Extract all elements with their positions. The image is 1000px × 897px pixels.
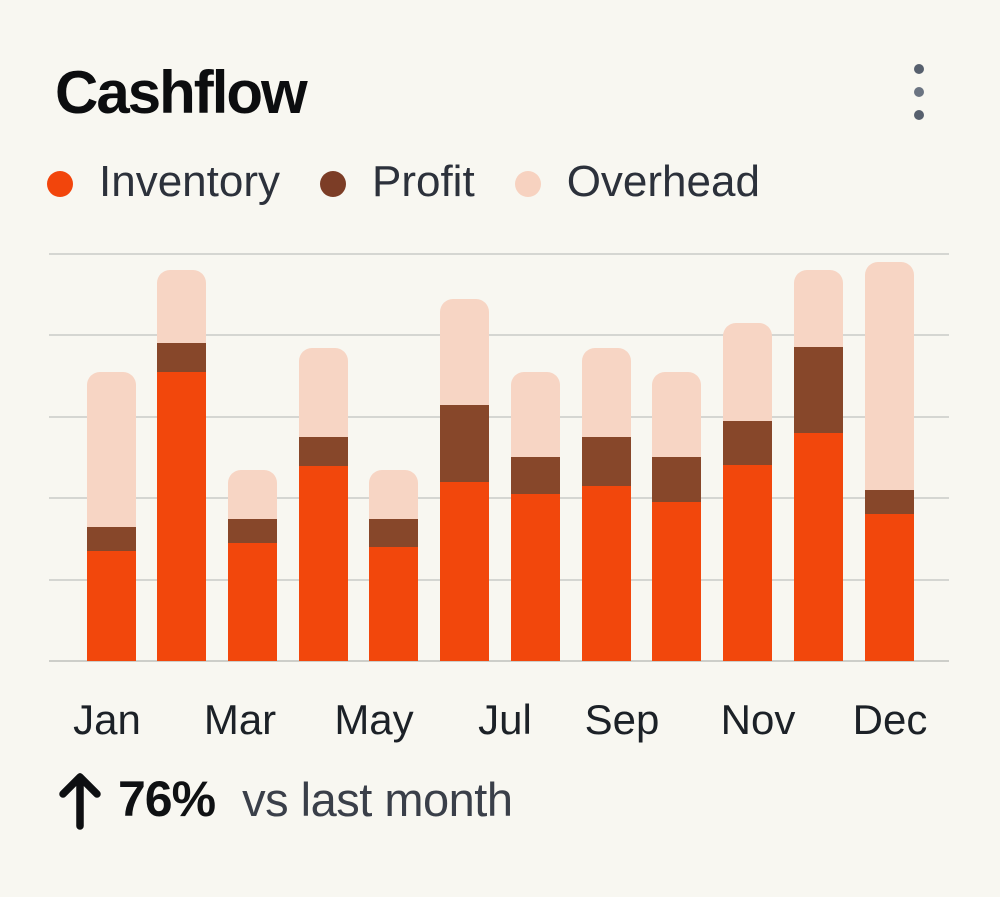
bar-jan-profit-segment[interactable] [86,526,136,552]
bar-jun-overhead-segment[interactable] [440,299,490,405]
gridline [49,253,949,255]
bar-dec-profit-segment[interactable] [864,489,914,515]
kebab-dot-icon [914,64,924,74]
bar-oct-profit-segment[interactable] [723,420,773,466]
legend-label: Profit [371,157,475,206]
legend-dot-icon [47,170,73,197]
bar-sep-inventory-segment[interactable] [652,502,702,661]
x-tick-dec: Dec [852,696,928,743]
bar-dec-overhead-segment[interactable] [864,262,914,490]
bar-feb-profit-segment[interactable] [157,343,207,372]
kebab-dot-icon [914,110,924,120]
bar-may-profit-segment[interactable] [369,518,419,548]
gridline [49,578,949,581]
bar-dec[interactable] [864,262,914,661]
trend-label: vs last month [242,772,513,826]
bar-mar-overhead-segment[interactable] [227,470,277,519]
bar-may[interactable] [369,470,419,661]
page-title: Cashflow [55,59,308,126]
bar-may-overhead-segment[interactable] [369,470,419,519]
x-axis: Jan Mar May Jul Sep Nov Dec [0,699,1000,745]
bar-may-inventory-segment[interactable] [369,547,419,661]
bar-apr-overhead-segment[interactable] [298,348,348,438]
bar-mar-profit-segment[interactable] [227,518,277,544]
bar-mar-inventory-segment[interactable] [227,543,277,661]
bar-jan-inventory-segment[interactable] [86,551,136,661]
arrow-up-icon [59,773,101,830]
bar-jul-inventory-segment[interactable] [510,494,560,661]
legend-label: Overhead [566,157,760,206]
bar-jun[interactable] [440,299,490,661]
x-tick-nov: Nov [720,696,796,743]
bar-aug-inventory-segment[interactable] [581,486,631,661]
gridline [49,334,949,337]
bar-aug-overhead-segment[interactable] [581,348,631,438]
legend-dot-icon [319,170,346,197]
chart-legend: Inventory Profit Overhead [47,160,760,207]
bar-mar[interactable] [227,470,277,661]
legend-label: Inventory [99,157,280,206]
bar-aug[interactable] [581,348,631,661]
bar-apr-profit-segment[interactable] [298,437,348,466]
bar-jun-profit-segment[interactable] [440,404,490,483]
bar-feb[interactable] [157,270,207,661]
kebab-dot-icon [914,87,924,97]
bar-jun-inventory-segment[interactable] [440,482,490,661]
legend-item-overhead[interactable]: Overhead [514,157,760,207]
bar-jan-overhead-segment[interactable] [86,372,136,527]
trend-summary: 76% vs last month [57,768,513,830]
bar-sep[interactable] [652,372,702,661]
bar-apr[interactable] [298,348,348,661]
bar-feb-inventory-segment[interactable] [157,371,207,661]
legend-item-profit[interactable]: Profit [319,157,475,207]
legend-dot-icon [514,170,541,197]
bar-feb-overhead-segment[interactable] [157,270,207,344]
x-tick-jul: Jul [478,696,532,743]
bar-sep-profit-segment[interactable] [652,457,702,503]
bar-jul[interactable] [510,372,560,661]
gridline [49,497,949,500]
x-tick-mar: Mar [203,696,277,743]
kebab-menu-button[interactable] [897,62,941,122]
stacked-bar-chart [49,253,949,662]
bar-dec-inventory-segment[interactable] [864,514,914,661]
bar-oct[interactable] [723,323,773,661]
bar-jan[interactable] [86,372,136,661]
bar-sep-overhead-segment[interactable] [652,372,702,458]
bar-jul-profit-segment[interactable] [510,457,560,495]
legend-item-inventory[interactable]: Inventory [47,160,280,207]
gridline [49,415,949,418]
bar-nov-inventory-segment[interactable] [793,432,843,661]
bar-nov-overhead-segment[interactable] [793,270,843,348]
bar-oct-inventory-segment[interactable] [723,465,773,661]
trend-value: 76% [118,771,216,827]
bar-aug-profit-segment[interactable] [581,437,631,487]
x-tick-jan: Jan [73,696,141,743]
x-tick-may: May [334,696,414,743]
bar-jul-overhead-segment[interactable] [510,372,560,458]
x-axis-baseline [49,660,949,662]
bar-oct-overhead-segment[interactable] [723,323,773,421]
bar-apr-inventory-segment[interactable] [298,465,348,661]
bar-nov-profit-segment[interactable] [793,347,843,433]
x-tick-sep: Sep [584,696,660,743]
bar-nov[interactable] [793,270,843,661]
